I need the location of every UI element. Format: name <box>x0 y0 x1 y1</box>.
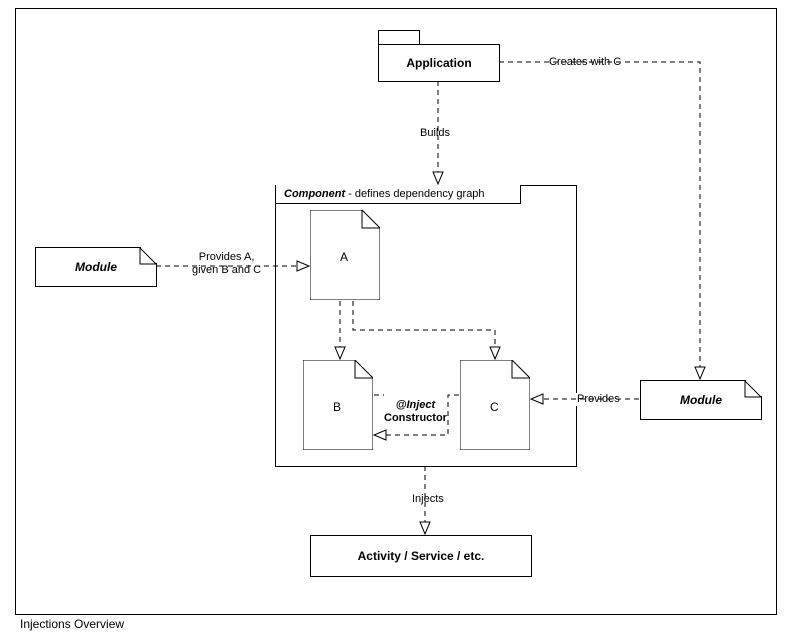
label-provides-a: Provides A, given B and C <box>190 251 263 277</box>
activity-label: Activity / Service / etc. <box>358 549 485 563</box>
application-label: Application <box>406 56 471 70</box>
module-left: Module <box>35 247 157 287</box>
note-fold-icon <box>744 380 762 398</box>
module-right: Module <box>640 380 762 420</box>
module-left-label: Module <box>75 260 117 274</box>
file-c-label: C <box>490 400 499 414</box>
diagram-canvas: Injections Overview Application Componen… <box>0 0 790 636</box>
module-right-label: Module <box>680 393 722 407</box>
file-a-label: A <box>340 250 348 264</box>
label-creates-with-c: Creates with C <box>547 56 623 69</box>
label-inject-constructor: @InjectConstructor <box>382 399 449 425</box>
component-tab: Component - defines dependency graph <box>275 185 521 204</box>
label-provides: Provides <box>575 393 622 406</box>
diagram-caption: Injections Overview <box>20 617 124 631</box>
component-title: Component - defines dependency graph <box>284 188 485 200</box>
file-b-label: B <box>333 400 341 414</box>
note-fold-icon <box>139 247 157 265</box>
label-injects: Injects <box>410 493 446 506</box>
application-package-body: Application <box>378 44 500 82</box>
activity-box: Activity / Service / etc. <box>310 535 532 577</box>
label-builds: Builds <box>418 127 452 140</box>
